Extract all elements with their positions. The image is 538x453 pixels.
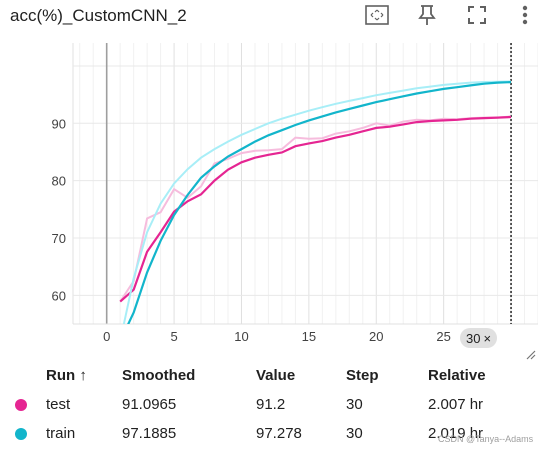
raw-value: 91.2 bbox=[256, 396, 286, 413]
header-value[interactable]: Value bbox=[256, 367, 296, 384]
current-step-chip[interactable]: 30 × bbox=[460, 328, 498, 348]
y-tick-label: 80 bbox=[52, 174, 66, 189]
table-row: train 97.1885 97.278 30 2.019 hr bbox=[0, 424, 538, 453]
x-tick-label: 15 bbox=[302, 329, 316, 344]
chart-title: acc(%)_CustomCNN_2 bbox=[10, 6, 187, 25]
run-color-dot bbox=[15, 428, 27, 440]
resize-handle-icon[interactable] bbox=[524, 348, 536, 360]
series-raw-line-train bbox=[122, 80, 512, 324]
chart-series bbox=[119, 80, 512, 324]
fullscreen-icon[interactable] bbox=[464, 2, 490, 28]
relative-time: 2.019 hr bbox=[428, 425, 484, 442]
header-step[interactable]: Step bbox=[346, 367, 379, 384]
series-smoothed-line-test bbox=[119, 115, 512, 303]
x-axis-ticks: 0 5 10 15 20 25 bbox=[103, 329, 451, 344]
more-vert-icon[interactable] bbox=[512, 2, 538, 28]
run-name: train bbox=[46, 425, 76, 442]
header-relative[interactable]: Relative bbox=[428, 367, 486, 384]
header-run[interactable]: Run ↑ bbox=[46, 367, 87, 384]
y-tick-label: 90 bbox=[52, 116, 66, 131]
y-axis-ticks: 60 70 80 90 bbox=[52, 116, 66, 303]
step-value: 30 bbox=[346, 425, 363, 442]
step-value: 30 bbox=[346, 396, 363, 413]
pin-icon[interactable] bbox=[414, 2, 440, 28]
y-tick-label: 70 bbox=[52, 231, 66, 246]
chart-axis bbox=[73, 43, 538, 325]
series-smoothed-line-train bbox=[127, 81, 512, 324]
x-tick-label: 0 bbox=[103, 329, 110, 344]
run-color-dot bbox=[15, 399, 27, 411]
table-header: Run ↑ Smoothed Value Step Relative bbox=[0, 366, 538, 395]
smoothed-value: 91.0965 bbox=[122, 396, 177, 413]
chart-grid bbox=[72, 43, 538, 324]
table-row: test 91.0965 91.2 30 2.007 hr bbox=[0, 395, 538, 424]
fit-domain-icon[interactable] bbox=[364, 2, 390, 28]
line-chart[interactable]: 0 5 10 15 20 25 60 70 80 90 bbox=[0, 0, 538, 365]
x-tick-label: 5 bbox=[170, 329, 177, 344]
x-tick-label: 20 bbox=[369, 329, 383, 344]
smoothed-value: 97.1885 bbox=[122, 425, 177, 442]
raw-value: 97.278 bbox=[256, 425, 302, 442]
relative-time: 2.007 hr bbox=[428, 396, 484, 413]
x-tick-label: 10 bbox=[234, 329, 248, 344]
series-raw-line-test bbox=[119, 115, 512, 303]
x-tick-label: 25 bbox=[436, 329, 450, 344]
run-name: test bbox=[46, 396, 71, 413]
y-tick-label: 60 bbox=[52, 288, 66, 303]
header-smoothed[interactable]: Smoothed bbox=[122, 367, 196, 384]
close-icon[interactable]: × bbox=[483, 330, 492, 346]
runs-table: Run ↑ Smoothed Value Step Relative test … bbox=[0, 366, 538, 453]
current-step-label: 30 bbox=[466, 330, 481, 346]
watermark: CSDN @Tanya--Adams bbox=[438, 434, 534, 444]
